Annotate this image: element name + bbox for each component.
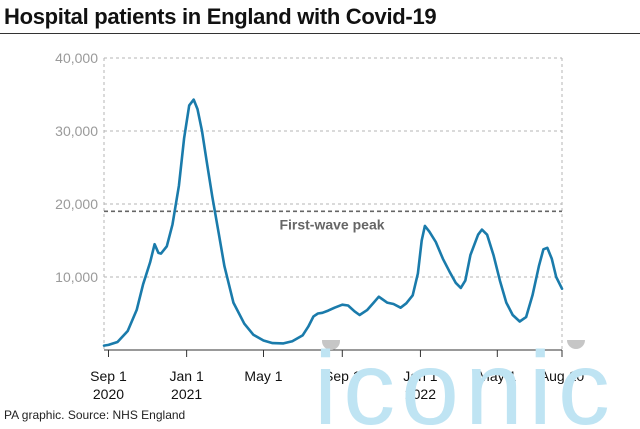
y-tick-label: 20,000: [55, 196, 98, 212]
series-line: [102, 98, 564, 347]
x-tick-label: May 1: [478, 368, 516, 384]
x-tick-label: Sep 1 2020: [90, 368, 127, 402]
x-tick-label: May 1: [244, 368, 282, 384]
watermark-dot-right: [567, 340, 585, 349]
grid-lines: [103, 57, 563, 357]
reference-line-label: First-wave peak: [279, 216, 384, 232]
x-tick-label: Sep 1: [324, 368, 361, 384]
title-rule: [0, 33, 640, 34]
y-tick-label: 10,000: [55, 269, 98, 285]
source-note: PA graphic. Source: NHS England: [4, 408, 186, 422]
line-chart: First-wave peak 10,000 20,000 30,000 40,000…: [55, 50, 584, 402]
watermark-text: iconic: [320, 340, 616, 428]
y-tick-label: 30,000: [55, 123, 98, 139]
x-tick-label: Jan 1 2021: [170, 368, 204, 402]
y-tick-label: 40,000: [55, 50, 98, 66]
x-tick-label: Aug 10: [540, 368, 585, 384]
x-tick-label: Jan 1 2022: [403, 368, 437, 402]
series-group: [102, 98, 564, 347]
watermark-logo: iconic: [320, 340, 616, 428]
axis-labels: 10,000 20,000 30,000 40,000 Sep 1 2020 Jan 1 20…: [55, 50, 584, 402]
chart-title: Hospital patients in England with Covid-…: [4, 4, 437, 29]
reference-line-group: First-wave peak: [104, 210, 562, 232]
watermark-dot-left: [322, 340, 340, 350]
